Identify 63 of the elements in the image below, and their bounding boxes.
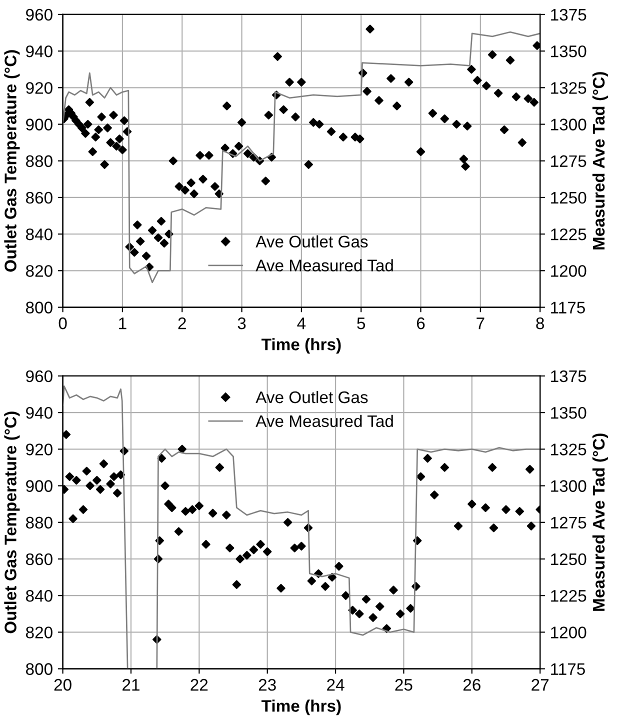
y2-tick-label: 1200 <box>551 265 586 277</box>
y-tick-label: 800 <box>26 302 52 314</box>
x-tick-label: 6 <box>416 317 425 330</box>
y2-tick-label: 1175 <box>551 663 585 675</box>
y2-tick-label: 1375 <box>551 370 586 382</box>
x-tick-label: 8 <box>536 317 544 330</box>
y-tick-label: 860 <box>26 192 52 204</box>
x-axis-title: Time (hrs) <box>261 338 341 354</box>
y-tick-label: 840 <box>26 228 52 240</box>
x-tick-label: 23 <box>258 678 276 691</box>
y-tick-label: 960 <box>26 370 52 382</box>
y-tick-label: 840 <box>26 590 52 602</box>
y2-tick-label: 1300 <box>551 480 586 492</box>
y2-tick-label: 1350 <box>551 45 586 58</box>
y2-tick-label: 1225 <box>551 228 586 240</box>
x-tick-label: 24 <box>327 678 344 691</box>
y2-tick-label: 1325 <box>551 82 586 94</box>
legend-label: Ave Measured Tad <box>256 414 393 428</box>
y2-tick-label: 1175 <box>551 302 585 314</box>
y-tick-label: 920 <box>26 82 52 94</box>
legend-label: Ave Measured Tad <box>256 259 393 272</box>
x-tick-label: 3 <box>238 317 246 330</box>
legend-label: Ave Outlet Gas <box>256 390 368 404</box>
y2-tick-label: 1275 <box>551 155 586 168</box>
y2-tick-label: 1275 <box>551 516 586 529</box>
y2-tick-label: 1250 <box>551 192 586 204</box>
y-tick-label: 900 <box>26 480 52 492</box>
y2-tick-label: 1375 <box>551 8 586 21</box>
y-tick-label: 960 <box>26 8 52 21</box>
y-tick-label: 940 <box>26 406 52 419</box>
y2-tick-label: 1300 <box>551 118 586 130</box>
x-tick-label: 26 <box>463 678 480 691</box>
x-tick-label: 0 <box>58 317 67 330</box>
y-tick-label: 860 <box>26 553 52 566</box>
y-tick-label: 880 <box>26 155 52 168</box>
y2-tick-label: 1200 <box>551 626 586 638</box>
y-tick-label: 820 <box>26 626 52 638</box>
x-tick-label: 1 <box>119 318 126 330</box>
x-tick-label: 20 <box>54 678 72 691</box>
x-tick-label: 27 <box>532 678 549 691</box>
y2-tick-label: 1325 <box>551 444 586 456</box>
x-axis-title: Time (hrs) <box>261 700 341 716</box>
legend-label: Ave Outlet Gas <box>256 235 368 248</box>
x-tick-label: 2 <box>178 317 186 330</box>
y-tick-label: 940 <box>26 45 52 58</box>
x-tick-label: 22 <box>190 678 208 691</box>
y2-tick-label: 1350 <box>551 406 586 419</box>
y-tick-label: 900 <box>26 118 52 130</box>
x-tick-label: 25 <box>395 678 412 691</box>
y2-axis-title: Measured Ave Tad (°C) <box>592 434 608 611</box>
y-tick-label: 800 <box>26 663 52 675</box>
y2-axis-title: Measured Ave Tad (°C) <box>592 72 608 250</box>
x-tick-label: 21 <box>122 678 140 691</box>
y-tick-label: 920 <box>26 444 52 456</box>
y-tick-label: 880 <box>26 516 52 529</box>
y2-tick-label: 1225 <box>551 590 586 602</box>
y-tick-label: 820 <box>26 265 52 277</box>
y-axis-title: Outlet Gas Temperature (°C) <box>4 50 20 272</box>
x-tick-label: 4 <box>297 318 306 330</box>
y2-tick-label: 1250 <box>551 553 586 566</box>
x-tick-label: 7 <box>476 318 484 330</box>
x-tick-label: 5 <box>357 318 366 330</box>
y-axis-title: Outlet Gas Temperature (°C) <box>4 412 20 634</box>
